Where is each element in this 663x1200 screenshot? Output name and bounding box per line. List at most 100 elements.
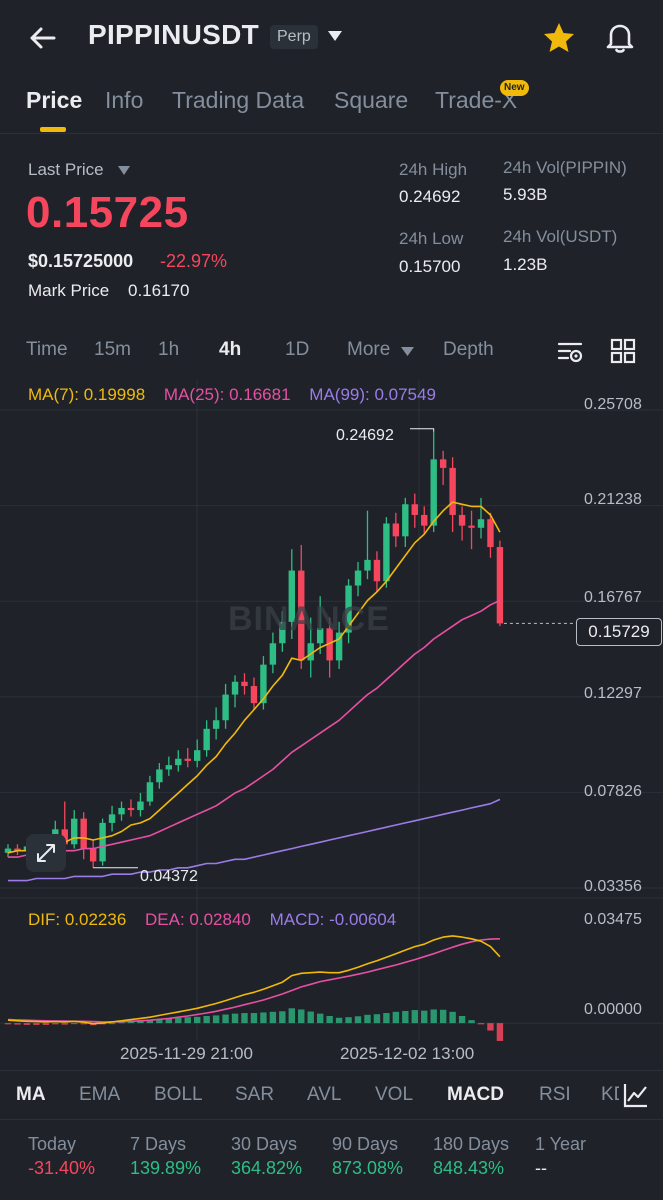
macd-histogram-bar [71, 1023, 78, 1025]
favorite-star-icon[interactable] [541, 20, 577, 56]
candle-body [156, 769, 163, 783]
macd-histogram-bar [260, 1012, 267, 1024]
ma99-legend: MA(99): 0.07549 [309, 385, 436, 404]
interval-15m[interactable]: 15m [94, 339, 131, 360]
interval-4h[interactable]: 4h [219, 339, 242, 360]
perf-label: 180 Days [433, 1134, 510, 1154]
macd-histogram-bar [14, 1023, 21, 1025]
candle-body [449, 467, 456, 515]
tab-trading-data[interactable]: Trading Data [172, 87, 305, 113]
expand-chart-button[interactable] [26, 834, 66, 872]
macd-histogram-bar [326, 1016, 333, 1024]
macd-histogram-bar [222, 1014, 229, 1024]
indicator-avl[interactable]: AVL [307, 1084, 342, 1105]
chart-canvas[interactable] [0, 380, 663, 1070]
candle-body [250, 686, 258, 704]
indicator-bar: MA EMA BOLL SAR AVL VOL MACD RSI KDJ [0, 1070, 663, 1120]
macd-histogram-bar [194, 1016, 201, 1024]
pair-title[interactable]: PIPPINUSDT [88, 19, 260, 50]
notification-bell-icon[interactable] [602, 19, 638, 55]
ma7-legend: MA(7): 0.19998 [28, 385, 146, 404]
macd-histogram-bar [137, 1020, 144, 1024]
interval-1d[interactable]: 1D [285, 339, 310, 360]
macd-histogram-bar [61, 1023, 68, 1025]
macd-histogram-bar [354, 1016, 362, 1024]
top-bar: PIPPINUSDT Perp [0, 0, 663, 76]
candle-body [146, 782, 154, 802]
macd-histogram-bar [402, 1010, 409, 1024]
macd-histogram-bar [4, 1023, 12, 1025]
indicator-macd[interactable]: MACD [447, 1084, 504, 1105]
indicator-kdj[interactable]: KDJ [601, 1084, 619, 1105]
y-tick-label: 0.03356 [584, 878, 642, 895]
tab-square[interactable]: Square [334, 87, 409, 113]
x-tick-label: 2025-11-29 21:00 [120, 1044, 253, 1063]
last-price-value: 0.15725 [26, 188, 189, 237]
tab-info[interactable]: Info [105, 87, 144, 113]
macd-histogram-bar [184, 1017, 191, 1024]
pair-dropdown-caret-icon[interactable] [327, 30, 343, 42]
macd-histogram-bar [383, 1013, 390, 1024]
candle-body [137, 801, 144, 811]
indicator-settings-icon[interactable] [622, 1081, 650, 1109]
candle-body [241, 681, 248, 687]
new-badge: New [500, 80, 529, 96]
candle-body [383, 523, 390, 582]
candle-body [108, 814, 116, 823]
interval-depth[interactable]: Depth [443, 339, 494, 360]
indicator-ma[interactable]: MA [16, 1084, 46, 1105]
candle-body [345, 585, 352, 633]
macd-histogram-bar [231, 1013, 239, 1024]
back-arrow-icon[interactable] [26, 22, 58, 54]
macd-histogram-bar [165, 1018, 173, 1024]
macd-legend: DIF: 0.02236 DEA: 0.02840 MACD: -0.00604 [28, 910, 396, 930]
dif-legend: DIF: 0.02236 [28, 910, 127, 929]
dea-line [7, 938, 500, 1023]
indicator-vol[interactable]: VOL [375, 1084, 414, 1105]
macd-histogram-bar [335, 1017, 343, 1024]
interval-more[interactable]: More [347, 339, 391, 360]
perf-value: 364.82% [231, 1158, 303, 1178]
macd-histogram-bar [203, 1016, 210, 1024]
macd-histogram-bar [421, 1010, 428, 1024]
candle-body [316, 628, 324, 644]
low-marker-label: 0.04372 [140, 868, 198, 885]
interval-time[interactable]: Time [26, 339, 68, 360]
macd-y-tick-label: 0.03475 [584, 911, 642, 928]
macd-histogram-bar [392, 1011, 400, 1024]
perf-value: 848.43% [433, 1158, 505, 1178]
interval-1h[interactable]: 1h [158, 339, 180, 360]
layout-grid-icon[interactable] [610, 338, 636, 364]
indicator-boll[interactable]: BOLL [154, 1084, 203, 1105]
candle-body [402, 504, 409, 537]
macd-histogram-bar [127, 1021, 135, 1024]
macd-histogram-bar [449, 1011, 456, 1024]
indicator-ema[interactable]: EMA [79, 1084, 121, 1105]
tab-price[interactable]: Price [26, 87, 83, 113]
macd-histogram-bar [156, 1019, 163, 1024]
x-tick-label: 2025-12-02 13:00 [340, 1044, 475, 1063]
more-dropdown-icon[interactable] [401, 347, 414, 356]
indicator-sar[interactable]: SAR [235, 1084, 275, 1105]
last-price-dropdown-icon[interactable] [118, 166, 130, 175]
binance-watermark: BINANCE [228, 600, 390, 638]
indicator-rsi[interactable]: RSI [539, 1084, 571, 1105]
chart-settings-icon[interactable] [556, 338, 584, 366]
perf-value: 139.89% [130, 1158, 202, 1178]
candlestick-chart[interactable]: MA(7): 0.19998 MA(25): 0.16681 MA(99): 0… [0, 380, 663, 1070]
candle-body [326, 628, 333, 661]
candle-body [212, 720, 220, 729]
candle-body [165, 765, 173, 770]
macd-histogram-bar [269, 1011, 277, 1024]
last-price-label[interactable]: Last Price [28, 160, 104, 179]
ma99-line [8, 798, 501, 882]
candle-body [421, 514, 428, 526]
candle-body [80, 818, 87, 849]
perf-label: 7 Days [130, 1134, 187, 1154]
macd-histogram-bar [439, 1009, 447, 1024]
perf-label: Today [28, 1134, 77, 1154]
macd-histogram-bar [487, 1023, 494, 1031]
perf-value: 873.08% [332, 1158, 404, 1178]
macd-histogram-bar [288, 1008, 295, 1024]
candle-body [468, 525, 475, 528]
